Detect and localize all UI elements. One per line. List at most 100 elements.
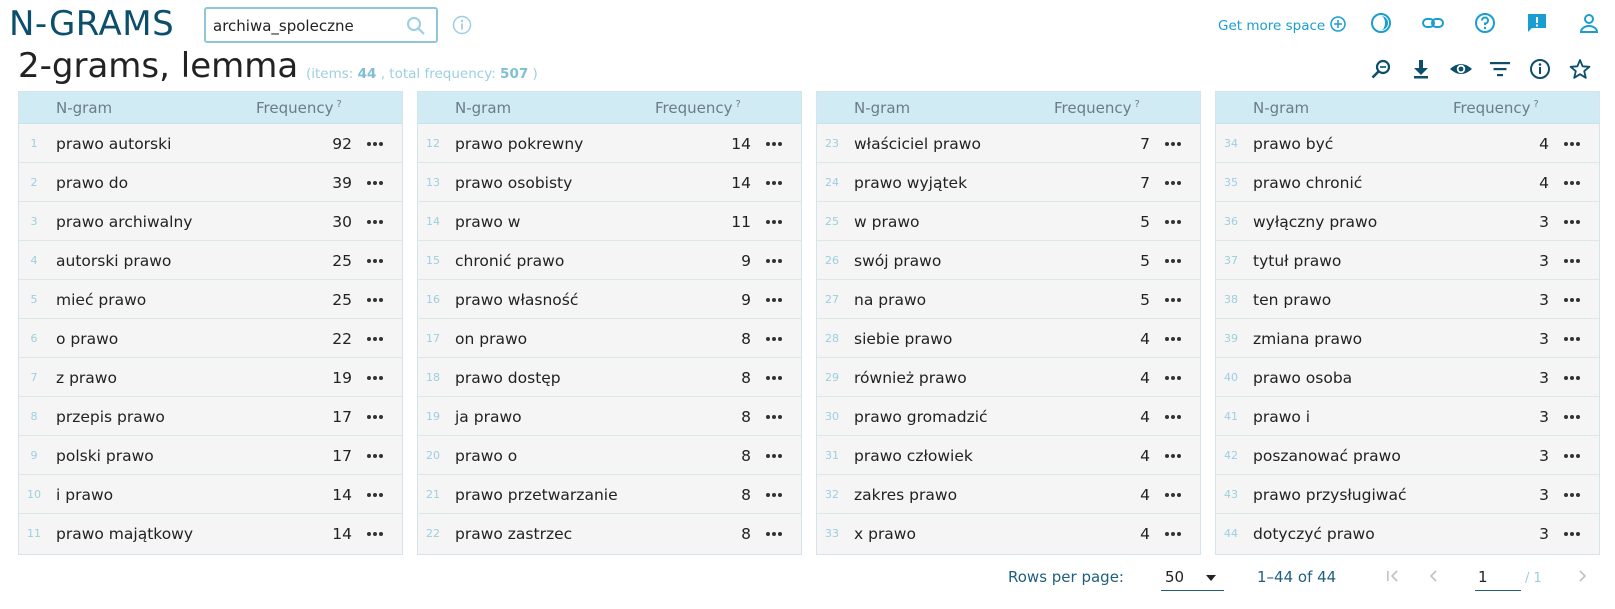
ngram-text[interactable]: prawo pokrewny bbox=[455, 135, 584, 153]
app-logo[interactable]: N-GRAMS bbox=[9, 4, 175, 44]
more-icon[interactable] bbox=[365, 136, 385, 150]
table-row[interactable]: 9 polski prawo 17 bbox=[19, 436, 402, 475]
table-row[interactable]: 12 prawo pokrewny 14 bbox=[418, 124, 801, 163]
header-ngram[interactable]: N-gram bbox=[1253, 99, 1310, 117]
more-icon[interactable] bbox=[365, 526, 385, 540]
table-row[interactable]: 37 tytuł prawo 3 bbox=[1216, 241, 1599, 280]
more-icon[interactable] bbox=[365, 214, 385, 228]
search-box[interactable] bbox=[204, 7, 438, 43]
ngram-text[interactable]: przepis prawo bbox=[56, 408, 165, 426]
table-row[interactable]: 8 przepis prawo 17 bbox=[19, 397, 402, 436]
table-row[interactable]: 22 prawo zastrzec 8 bbox=[418, 514, 801, 553]
more-icon[interactable] bbox=[1562, 331, 1582, 345]
ngram-text[interactable]: zmiana prawo bbox=[1253, 330, 1363, 348]
table-row[interactable]: 15 chronić prawo 9 bbox=[418, 241, 801, 280]
help-icon[interactable] bbox=[1474, 12, 1496, 38]
more-icon[interactable] bbox=[365, 331, 385, 345]
table-row[interactable]: 38 ten prawo 3 bbox=[1216, 280, 1599, 319]
ngram-text[interactable]: właściciel prawo bbox=[854, 135, 981, 153]
ngram-text[interactable]: również prawo bbox=[854, 369, 967, 387]
table-row[interactable]: 30 prawo gromadzić 4 bbox=[817, 397, 1200, 436]
table-row[interactable]: 4 autorski prawo 25 bbox=[19, 241, 402, 280]
more-icon[interactable] bbox=[1562, 136, 1582, 150]
more-icon[interactable] bbox=[1163, 526, 1183, 540]
frequency-help-mark[interactable]: ? bbox=[1134, 99, 1140, 110]
ngram-text[interactable]: prawo przysługiwać bbox=[1253, 486, 1407, 504]
ngram-text[interactable]: prawo dostęp bbox=[455, 369, 561, 387]
table-row[interactable]: 39 zmiana prawo 3 bbox=[1216, 319, 1599, 358]
ngram-text[interactable]: prawo własność bbox=[455, 291, 579, 309]
table-row[interactable]: 40 prawo osoba 3 bbox=[1216, 358, 1599, 397]
ngram-text[interactable]: poszanować prawo bbox=[1253, 447, 1401, 465]
more-icon[interactable] bbox=[764, 331, 784, 345]
ngram-text[interactable]: prawo o bbox=[455, 447, 518, 465]
table-row[interactable]: 44 dotyczyć prawo 3 bbox=[1216, 514, 1599, 553]
more-icon[interactable] bbox=[365, 292, 385, 306]
ngram-text[interactable]: prawo być bbox=[1253, 135, 1334, 153]
ngram-text[interactable]: prawo przetwarzanie bbox=[455, 486, 618, 504]
more-icon[interactable] bbox=[1562, 526, 1582, 540]
more-icon[interactable] bbox=[365, 448, 385, 462]
table-row[interactable]: 36 wyłączny prawo 3 bbox=[1216, 202, 1599, 241]
more-icon[interactable] bbox=[764, 253, 784, 267]
header-frequency[interactable]: Frequency? bbox=[256, 99, 342, 117]
table-row[interactable]: 27 na prawo 5 bbox=[817, 280, 1200, 319]
header-frequency[interactable]: Frequency? bbox=[1054, 99, 1140, 117]
table-row[interactable]: 1 prawo autorski 92 bbox=[19, 124, 402, 163]
ngram-text[interactable]: i prawo bbox=[56, 486, 114, 504]
table-row[interactable]: 33 x prawo 4 bbox=[817, 514, 1200, 553]
table-row[interactable]: 34 prawo być 4 bbox=[1216, 124, 1599, 163]
more-icon[interactable] bbox=[365, 409, 385, 423]
table-row[interactable]: 6 o prawo 22 bbox=[19, 319, 402, 358]
more-icon[interactable] bbox=[365, 175, 385, 189]
more-icon[interactable] bbox=[764, 370, 784, 384]
table-row[interactable]: 14 prawo w 11 bbox=[418, 202, 801, 241]
first-page-icon[interactable] bbox=[1383, 566, 1403, 590]
link-icon[interactable] bbox=[1421, 12, 1445, 38]
ngram-text[interactable]: z prawo bbox=[56, 369, 117, 387]
header-ngram[interactable]: N-gram bbox=[854, 99, 911, 117]
ngram-text[interactable]: prawo człowiek bbox=[854, 447, 973, 465]
table-row[interactable]: 18 prawo dostęp 8 bbox=[418, 358, 801, 397]
more-icon[interactable] bbox=[1163, 370, 1183, 384]
ngram-text[interactable]: autorski prawo bbox=[56, 252, 172, 270]
table-row[interactable]: 25 w prawo 5 bbox=[817, 202, 1200, 241]
ngram-text[interactable]: on prawo bbox=[455, 330, 528, 348]
more-icon[interactable] bbox=[1163, 136, 1183, 150]
ngram-text[interactable]: prawo gromadzić bbox=[854, 408, 988, 426]
feedback-icon[interactable] bbox=[1526, 12, 1548, 38]
more-icon[interactable] bbox=[1163, 214, 1183, 228]
ngram-text[interactable]: prawo wyjątek bbox=[854, 174, 968, 192]
more-icon[interactable] bbox=[1163, 409, 1183, 423]
more-icon[interactable] bbox=[1163, 487, 1183, 501]
header-ngram[interactable]: N-gram bbox=[455, 99, 512, 117]
more-icon[interactable] bbox=[1163, 292, 1183, 306]
star-icon[interactable] bbox=[1569, 58, 1591, 84]
view-icon[interactable] bbox=[1449, 58, 1473, 84]
more-icon[interactable] bbox=[1163, 175, 1183, 189]
more-icon[interactable] bbox=[764, 214, 784, 228]
ngram-text[interactable]: prawo archiwalny bbox=[56, 213, 193, 231]
header-frequency[interactable]: Frequency? bbox=[1453, 99, 1539, 117]
table-row[interactable]: 3 prawo archiwalny 30 bbox=[19, 202, 402, 241]
table-row[interactable]: 5 mieć prawo 25 bbox=[19, 280, 402, 319]
table-row[interactable]: 28 siebie prawo 4 bbox=[817, 319, 1200, 358]
get-more-space-link[interactable]: Get more space bbox=[1218, 16, 1346, 36]
ngram-text[interactable]: wyłączny prawo bbox=[1253, 213, 1378, 231]
ngram-text[interactable]: tytuł prawo bbox=[1253, 252, 1342, 270]
ngram-text[interactable]: o prawo bbox=[56, 330, 119, 348]
user-icon[interactable] bbox=[1578, 12, 1600, 38]
table-row[interactable]: 21 prawo przetwarzanie 8 bbox=[418, 475, 801, 514]
table-row[interactable]: 2 prawo do 39 bbox=[19, 163, 402, 202]
search-icon[interactable] bbox=[406, 16, 426, 40]
ngram-text[interactable]: polski prawo bbox=[56, 447, 154, 465]
ngram-text[interactable]: dotyczyć prawo bbox=[1253, 525, 1375, 543]
ngram-text[interactable]: prawo zastrzec bbox=[455, 525, 573, 543]
ngram-text[interactable]: w prawo bbox=[854, 213, 920, 231]
info-icon[interactable] bbox=[1529, 58, 1551, 84]
more-icon[interactable] bbox=[1562, 409, 1582, 423]
table-row[interactable]: 42 poszanować prawo 3 bbox=[1216, 436, 1599, 475]
filter-icon[interactable] bbox=[1489, 58, 1511, 84]
ngram-text[interactable]: siebie prawo bbox=[854, 330, 953, 348]
search-input[interactable] bbox=[213, 17, 393, 35]
